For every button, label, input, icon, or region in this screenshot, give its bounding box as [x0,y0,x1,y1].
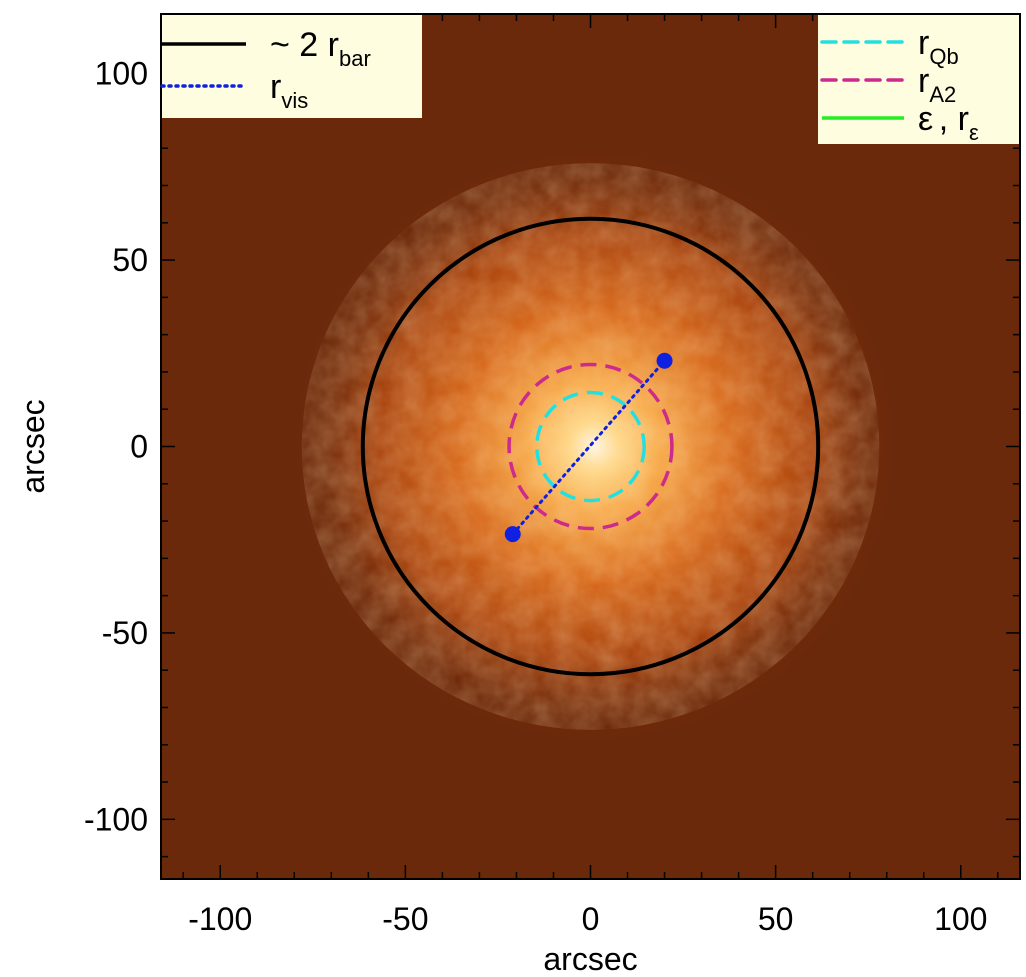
ticks-layer: -100 -50 0 50 100 -100 -50 0 50 100 [84,14,1020,937]
galaxy-texture [301,163,880,730]
r-a2-ellipse [507,362,674,531]
plot-area [161,14,1020,879]
bar-circle [360,216,821,677]
y-tick-label: 100 [95,56,148,92]
r-vis-endpoint [656,352,673,369]
y-tick-label: 0 [130,429,148,465]
x-tick-label: -50 [382,901,428,937]
y-tick-label: -100 [84,801,148,837]
y-tick-label: -50 [102,615,148,651]
x-axis-title: arcsec [543,941,637,977]
r-qb-ellipse [535,390,646,503]
legend-label: rvis [270,68,308,113]
x-tick-label: -100 [188,901,252,937]
legend-label: ε , rε [918,97,979,145]
y-tick-label: 50 [112,242,148,278]
y-axis-title: arcsec [15,399,51,493]
legend-left-box [162,15,422,118]
x-tick-label: 0 [582,901,600,937]
legend-label: rA2 [918,62,956,107]
overlay-layer [360,216,821,677]
x-tick-label: 100 [934,901,987,937]
r-vis-line [511,359,667,536]
x-tick-label: 50 [758,901,794,937]
legend-label: ~ 2 rbar [270,26,371,71]
r-vis-endpoint [504,526,521,543]
legend-label: rQb [918,24,959,69]
